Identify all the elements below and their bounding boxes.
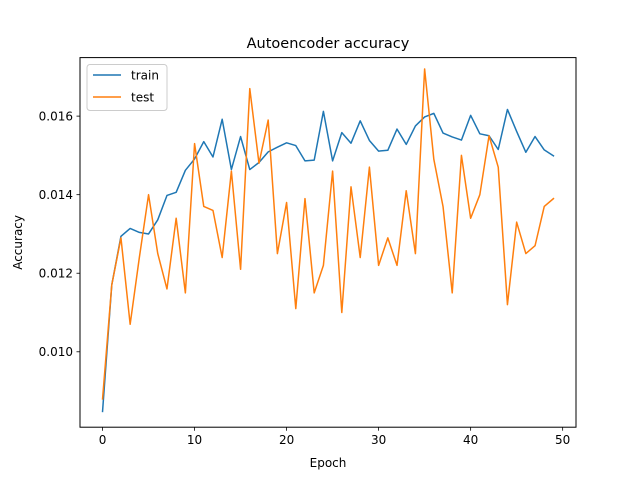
x-axis-label: Epoch <box>310 456 347 470</box>
y-tick-label: 0.010 <box>39 345 73 359</box>
legend-label-train: train <box>131 69 159 83</box>
y-axis-label: Accuracy <box>11 215 25 270</box>
x-axis: 0 10 20 30 40 50 <box>99 427 570 447</box>
series-line-test <box>101 68 555 400</box>
x-tick-label: 0 <box>99 433 107 447</box>
chart-title: Autoencoder accuracy <box>247 36 410 52</box>
x-tick-label: 30 <box>371 433 386 447</box>
y-axis: 0.010 0.012 0.014 0.016 <box>39 109 80 359</box>
y-tick-label: 0.016 <box>39 109 73 123</box>
y-tick-label: 0.012 <box>39 267 73 281</box>
legend-box <box>86 64 168 111</box>
y-tick-label: 0.014 <box>39 188 73 202</box>
plot-area <box>79 57 577 428</box>
legend-label-test: test <box>131 91 154 105</box>
series-layer <box>101 68 555 413</box>
axes-frame <box>79 57 577 428</box>
legend: train test <box>86 64 168 111</box>
x-tick-label: 20 <box>279 433 294 447</box>
x-tick-label: 40 <box>463 433 478 447</box>
series-line-train <box>101 108 555 413</box>
x-tick-label: 50 <box>555 433 570 447</box>
x-tick-label: 10 <box>187 433 202 447</box>
